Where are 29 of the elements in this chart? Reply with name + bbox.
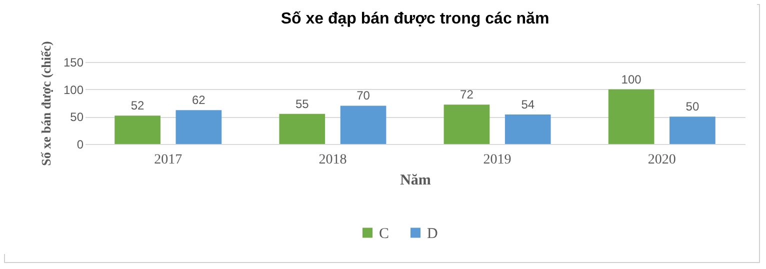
bar — [340, 106, 386, 144]
chart-title: Số xe đạp bán được trong các năm — [280, 10, 550, 28]
bar — [114, 116, 160, 144]
data-label: 62 — [192, 93, 206, 108]
x-tick-label: 2017 — [154, 152, 182, 168]
bar — [504, 114, 551, 144]
y-tick-label: 50 — [70, 110, 84, 124]
bar — [176, 110, 222, 144]
y-axis-title: Số xe bán được (chiếc) — [38, 41, 54, 166]
bar — [608, 89, 654, 144]
y-tick-label: 100 — [63, 82, 84, 97]
data-label: 70 — [356, 88, 370, 103]
legend-label: D — [427, 226, 438, 242]
x-tick-label: 2019 — [483, 152, 512, 168]
data-label: 50 — [686, 100, 700, 114]
data-label: 100 — [621, 72, 642, 86]
data-label: 55 — [295, 96, 310, 111]
data-label: 72 — [460, 88, 474, 102]
x-axis-title: Năm — [400, 172, 432, 188]
x-tick-label: 2018 — [318, 152, 347, 168]
x-tick-label: 2020 — [648, 152, 676, 168]
bar — [444, 104, 490, 144]
y-tick-label: 150 — [63, 56, 84, 70]
data-label: 54 — [521, 97, 535, 112]
bar — [279, 114, 326, 144]
data-label: 52 — [130, 98, 145, 113]
legend-label: C — [379, 226, 390, 242]
y-tick-label: 0 — [76, 138, 84, 152]
bar — [670, 116, 716, 144]
